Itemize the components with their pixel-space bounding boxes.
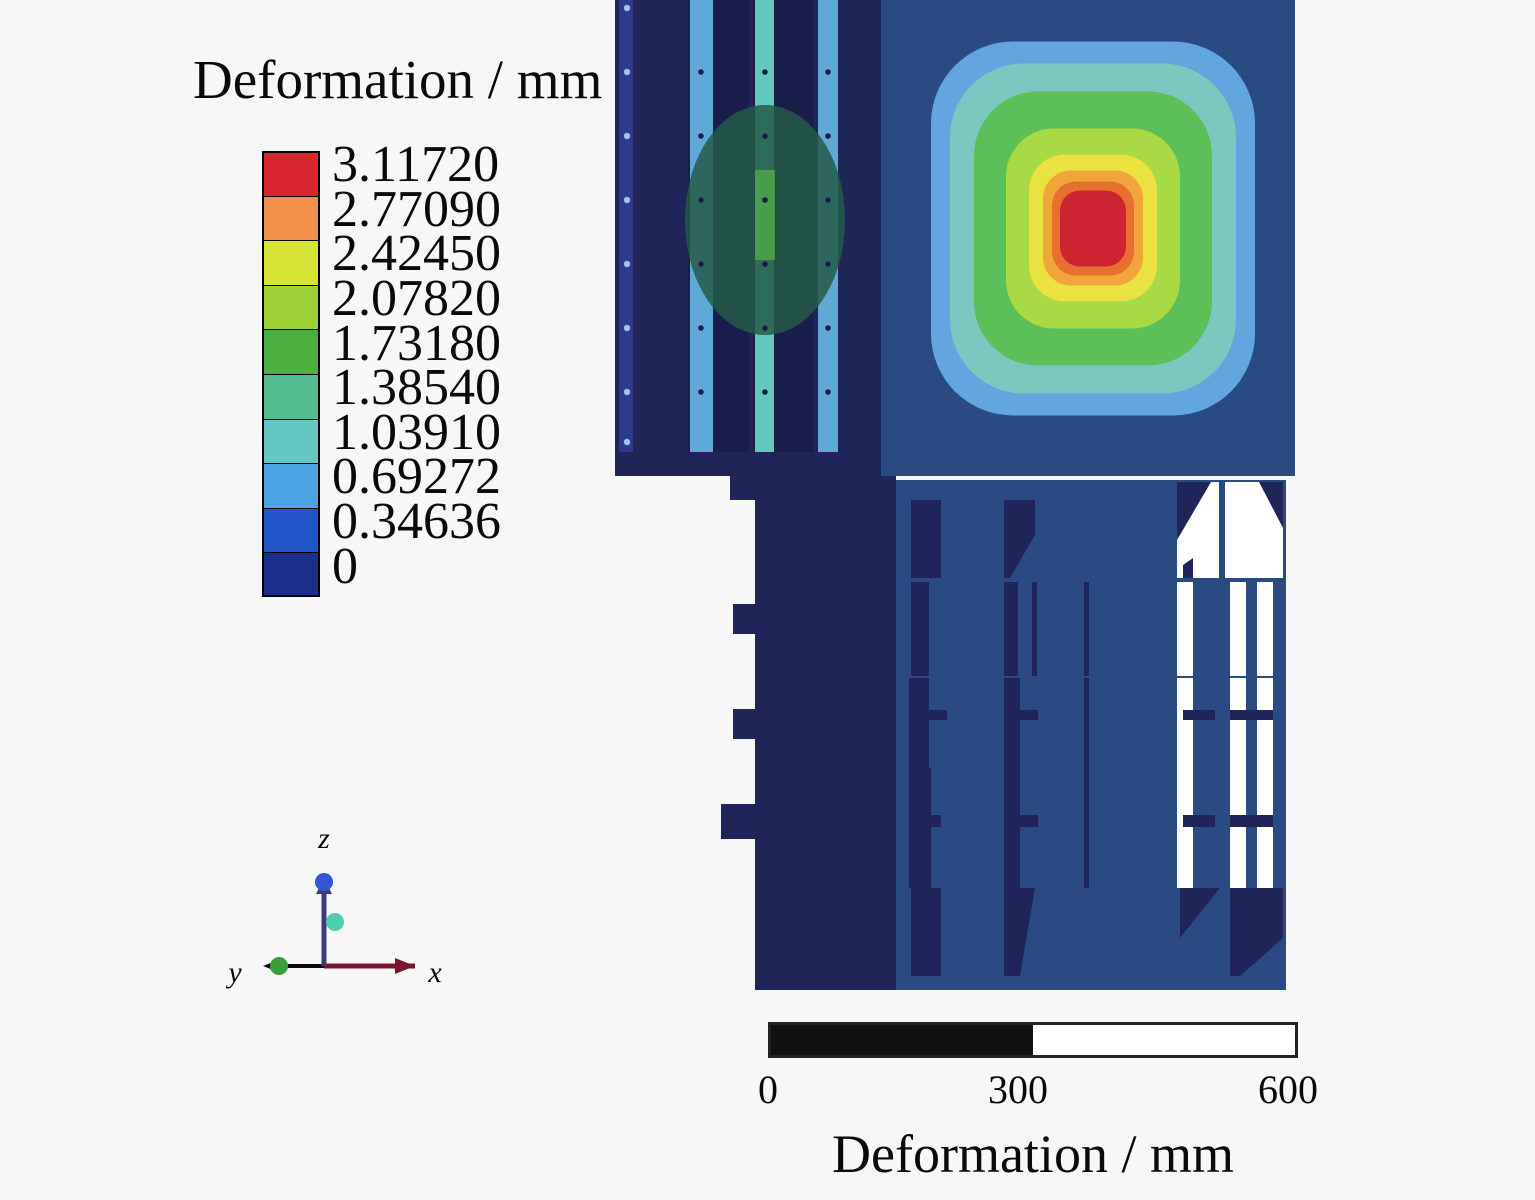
svg-text:y: y	[225, 956, 242, 989]
svg-text:x: x	[427, 956, 442, 989]
svg-text:z: z	[317, 822, 330, 855]
